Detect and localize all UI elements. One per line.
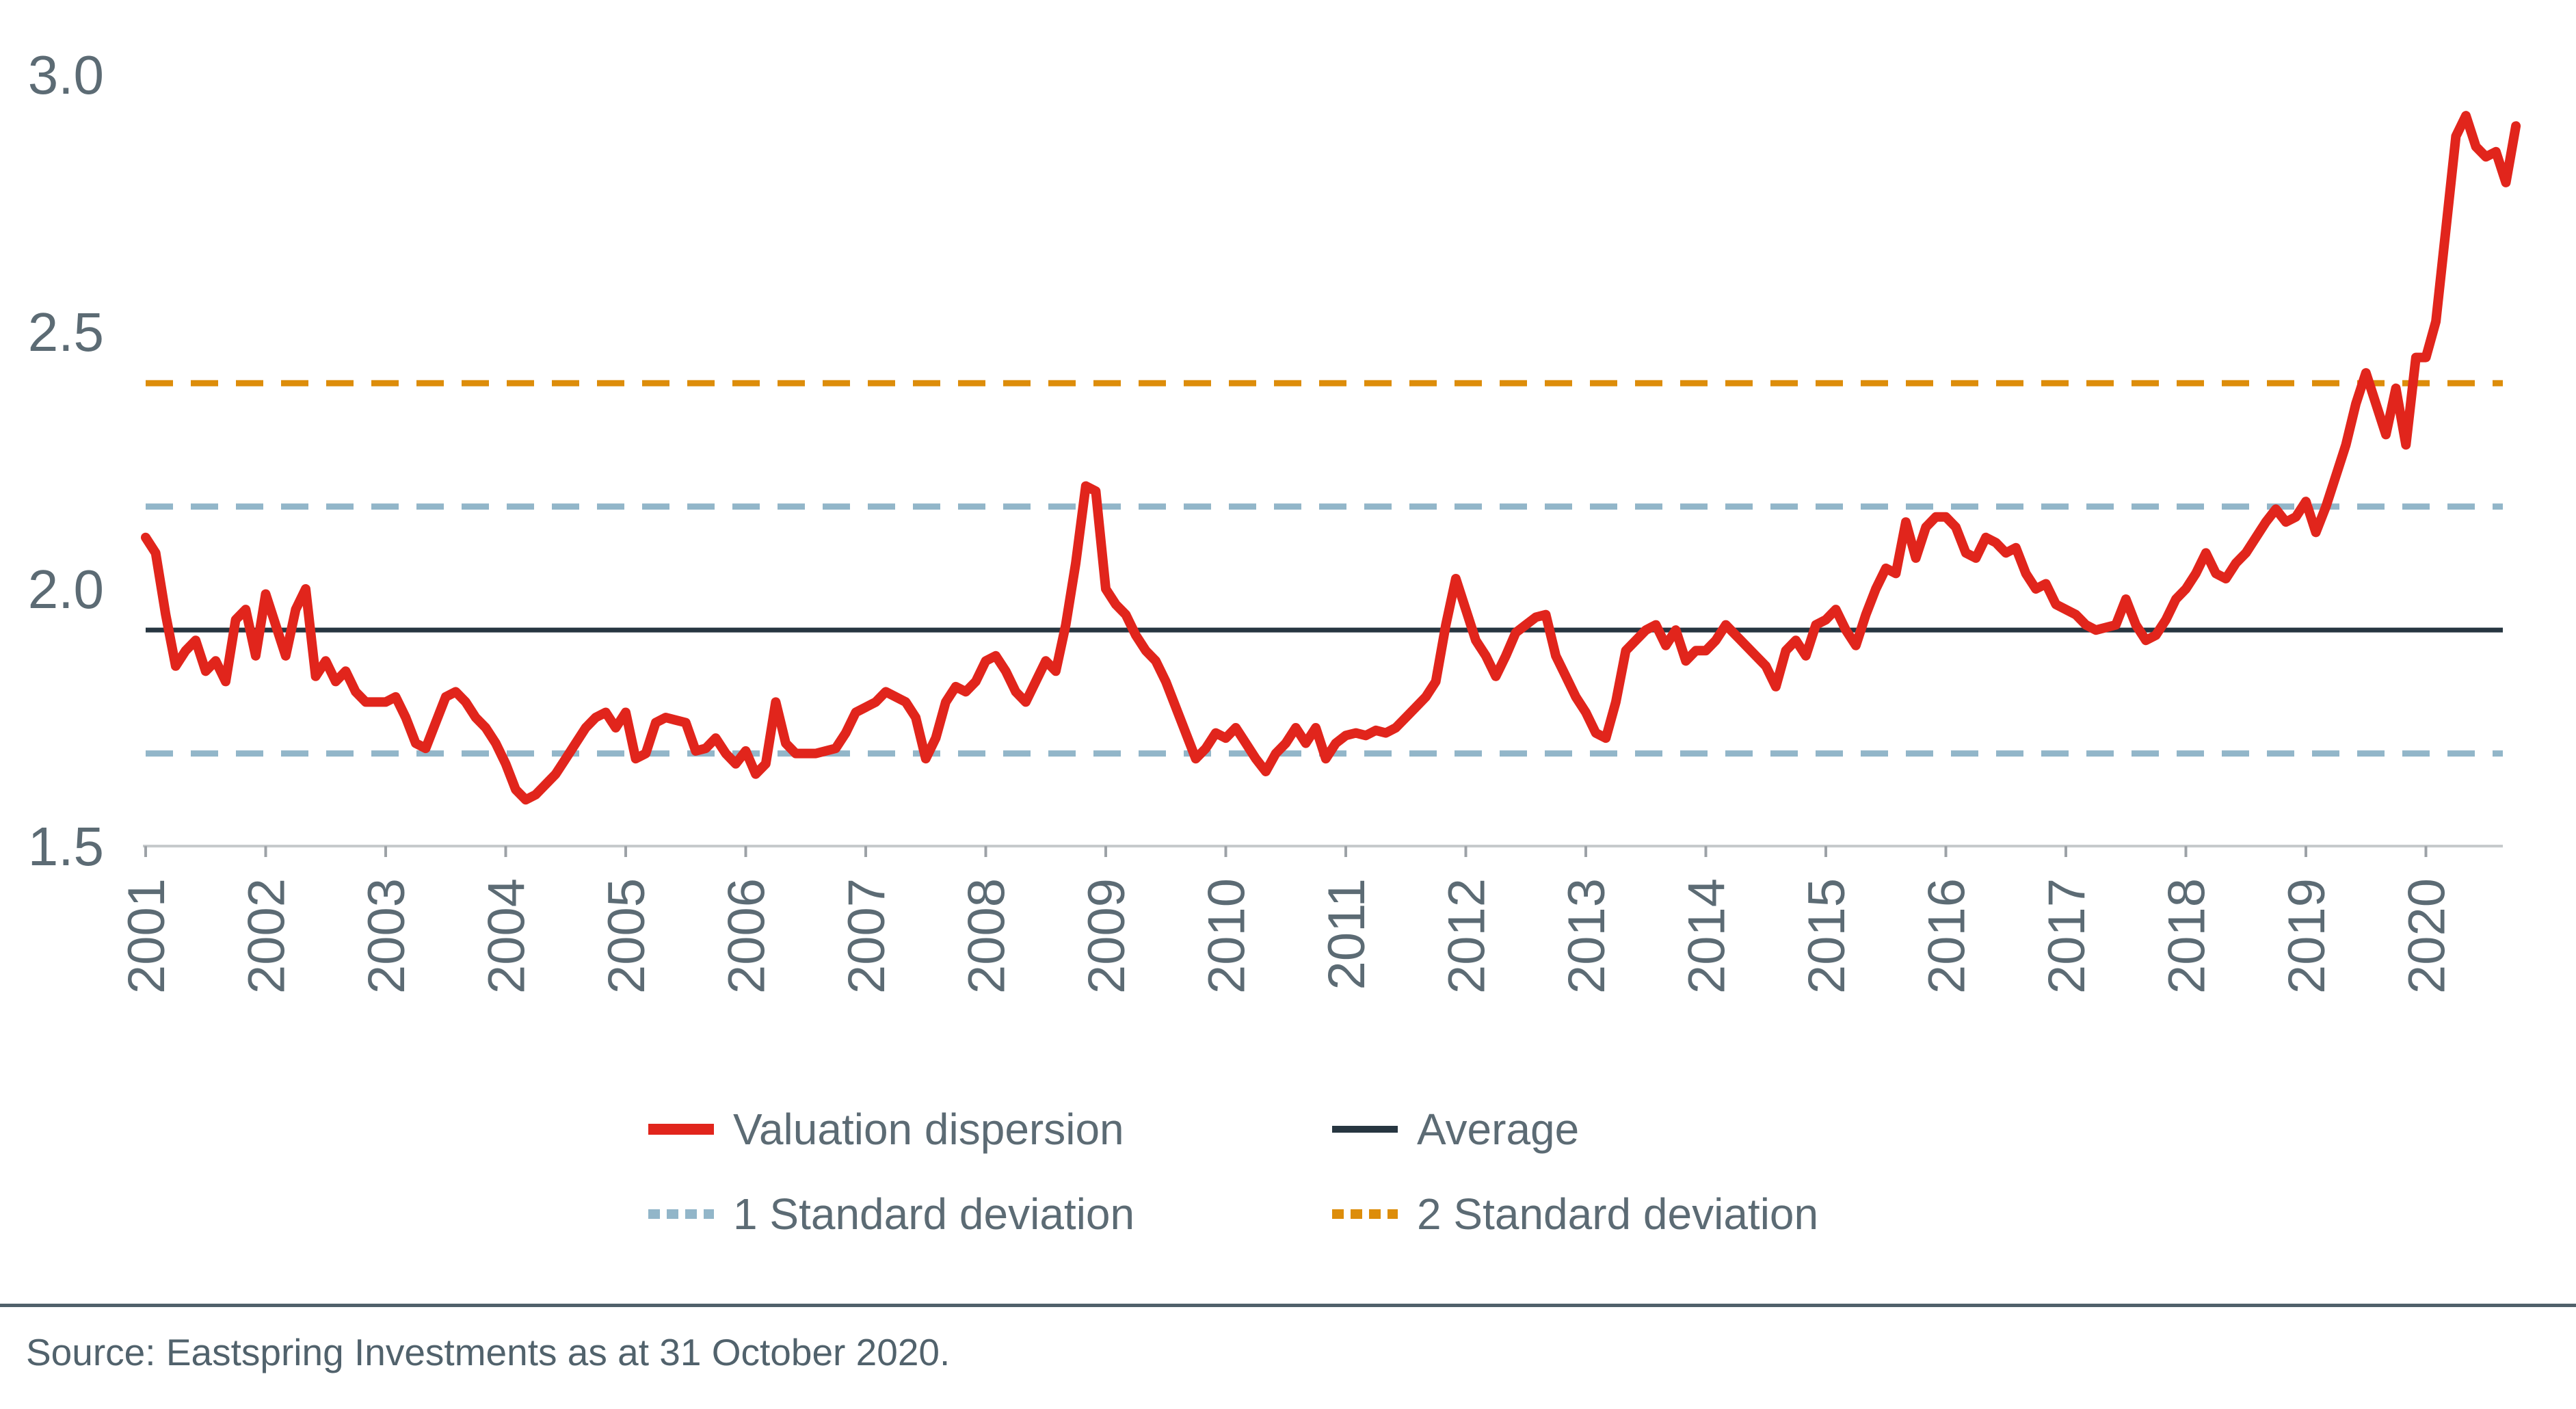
x-axis-label: 2010 (1198, 878, 1256, 994)
x-axis-label: 2007 (838, 878, 896, 994)
legend-label: 1 Standard deviation (733, 1189, 1135, 1239)
valuation-dispersion-swatch-icon (648, 1124, 714, 1135)
x-axis-label: 2003 (358, 878, 416, 994)
x-axis-label: 2014 (1678, 878, 1736, 994)
x-axis-label: 2015 (1798, 878, 1856, 994)
y-axis-label: 3.0 (28, 44, 104, 105)
average-swatch-icon (1332, 1126, 1398, 1133)
x-axis-label: 2008 (958, 878, 1016, 994)
x-axis-label: 2020 (2398, 878, 2456, 994)
y-axis-label: 1.5 (28, 816, 104, 877)
x-axis-label: 2009 (1078, 878, 1136, 994)
x-axis-label: 2001 (118, 878, 176, 994)
x-axis-label: 2011 (1318, 878, 1376, 990)
2-standard-deviation-swatch-icon (1332, 1209, 1398, 1219)
legend: Valuation dispersion Average 1 Standard de… (648, 1103, 2016, 1241)
x-axis-label: 2002 (238, 878, 296, 994)
y-axis-label: 2.0 (28, 559, 104, 620)
valuation-dispersion-line (141, 111, 2521, 805)
1-standard-deviation-swatch-icon (648, 1209, 714, 1219)
x-axis-label: 2019 (2278, 878, 2336, 994)
legend-item-2-standard-deviation: 2 Standard deviation (1332, 1187, 2016, 1241)
footer-divider (0, 1304, 2576, 1307)
x-axis-label: 2017 (2038, 878, 2096, 994)
y-axis-label: 2.5 (28, 302, 104, 363)
legend-item-valuation-dispersion: Valuation dispersion (648, 1103, 1332, 1156)
x-axis-label: 2004 (478, 878, 536, 994)
x-axis-label: 2018 (2158, 878, 2216, 994)
source-text: Source: Eastspring Investments as at 31 … (26, 1331, 951, 1373)
legend-label: Valuation dispersion (733, 1105, 1124, 1154)
legend-item-1-standard-deviation: 1 Standard deviation (648, 1187, 1332, 1241)
x-axis-label: 2016 (1918, 878, 1976, 994)
legend-label: Average (1417, 1105, 1580, 1154)
x-axis-label: 2012 (1438, 878, 1496, 994)
x-axis-label: 2005 (598, 878, 656, 994)
legend-item-average: Average (1332, 1103, 2016, 1156)
x-axis-label: 2006 (718, 878, 776, 994)
x-axis-label: 2013 (1558, 878, 1616, 994)
legend-label: 2 Standard deviation (1417, 1189, 1819, 1239)
